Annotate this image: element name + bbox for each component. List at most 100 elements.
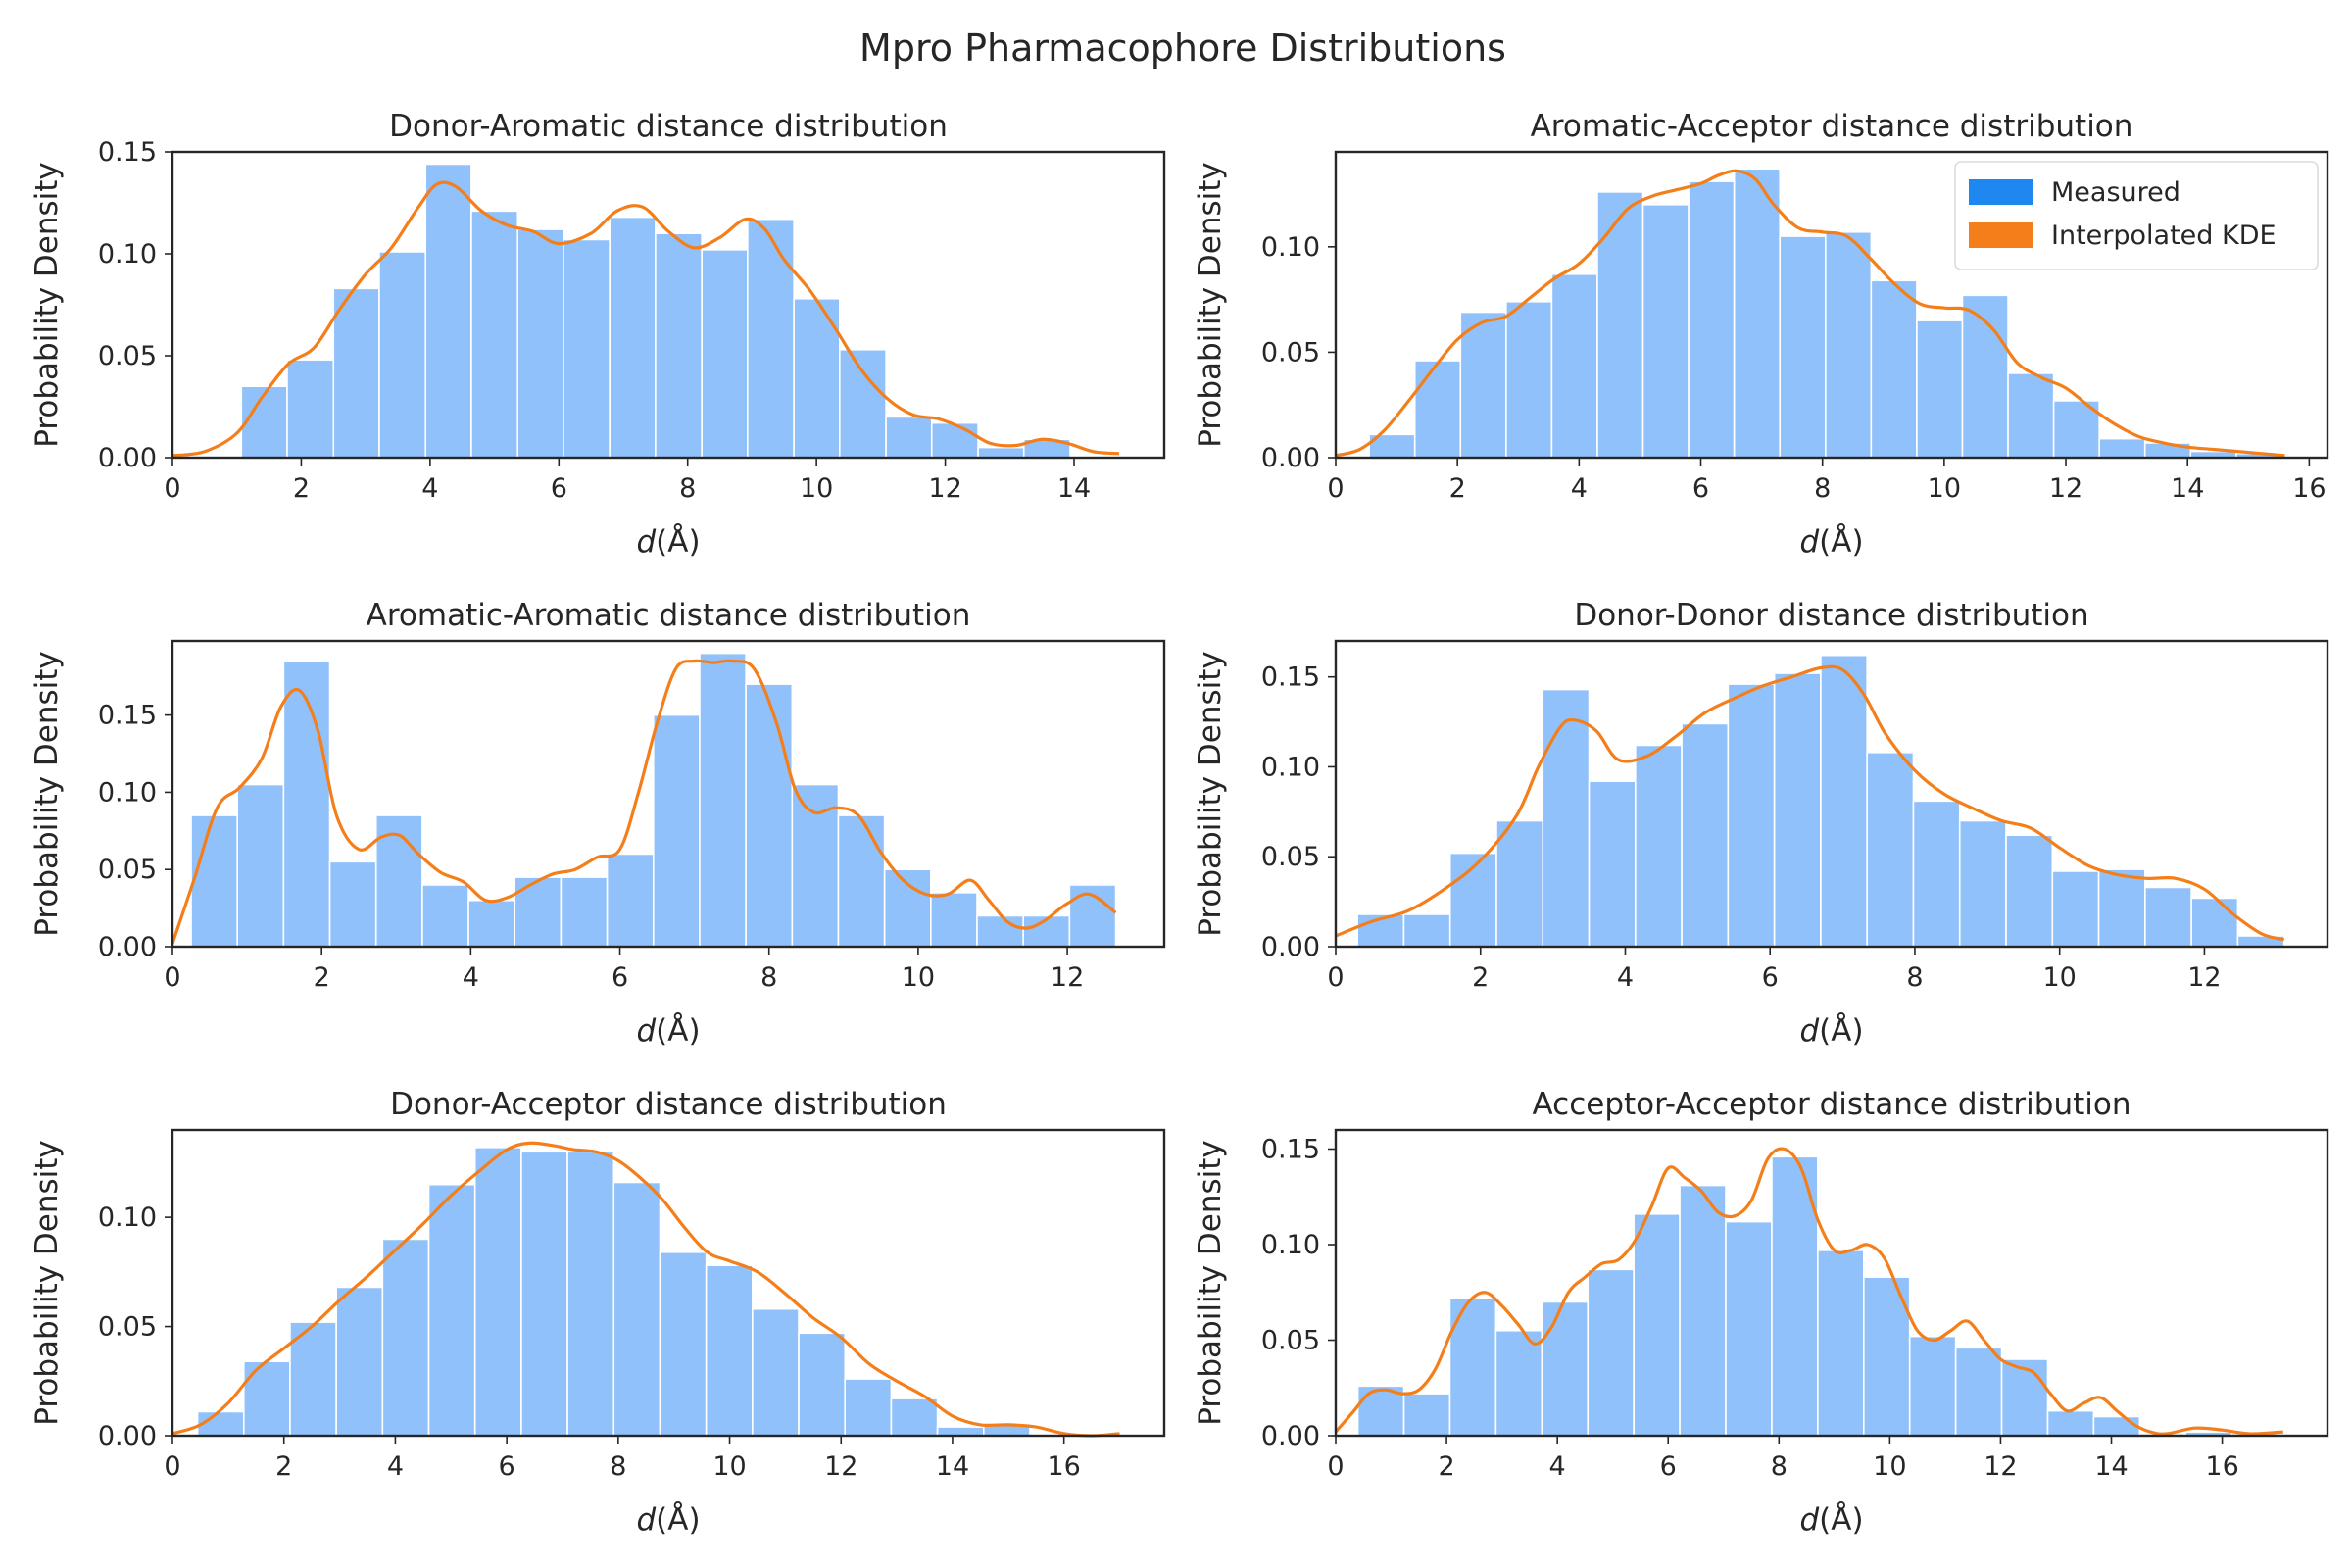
subplot-title: Donor-Aromatic distance distribution [389,109,948,144]
histogram-bar [745,683,794,948]
histogram-bar [699,652,747,948]
legend-swatch [1969,179,2034,205]
y-tick-label: 0.00 [1261,443,1320,473]
histogram-bar [1779,235,1827,459]
x-tick-label: 10 [800,473,833,504]
histogram-bar [1494,1329,1544,1437]
figure-title: Mpro Pharmacophore Distributions [859,26,1506,70]
histogram-bar [240,385,288,459]
x-tick-label: 0 [1327,1451,1344,1482]
legend-swatch [1969,222,2034,248]
x-axis-label: d(Å) [636,1502,700,1538]
x-tick-label: 8 [679,473,696,504]
histogram-bar [1733,168,1782,459]
legend-box [1954,161,2319,270]
x-tick-label: 0 [1327,962,1344,993]
x-tick-label: 0 [164,962,180,993]
histogram-bar [282,660,331,948]
y-tick-label: 0.05 [1261,337,1320,368]
x-tick-label: 0 [164,473,180,504]
x-tick-label: 4 [463,962,479,993]
subplot-title: Acceptor-Acceptor distance distribution [1533,1087,2132,1122]
subplot-title: Donor-Donor distance distribution [1574,598,2088,633]
subplot-3: 0 2 4 6 8 10 12 0.00 0.05 0.10 0.15 Aromatic-Aromat… [29,598,1166,1049]
histogram-bar [1870,279,1918,459]
y-tick-label: 0.05 [98,1312,157,1343]
subplot-title: Donor-Acceptor distance distribution [390,1087,947,1122]
y-tick-label: 0.05 [1261,1326,1320,1356]
x-tick-label: 14 [2094,1451,2128,1482]
x-axis-label: d(Å) [1799,1502,1863,1538]
histogram-bar [1459,311,1507,459]
histogram-bar [1954,1347,2003,1437]
histogram-bar [2144,886,2192,948]
histogram-bar [1679,1184,1727,1437]
histogram-bar [1588,780,1637,948]
x-axis-label: d(Å) [1799,1013,1863,1049]
x-tick-label: 12 [2187,962,2221,993]
y-tick-label: 0.15 [98,701,157,731]
histogram-bars [1368,168,2283,459]
x-tick-label: 0 [1327,473,1344,504]
y-axis-label: Probability Density [29,162,65,448]
subplot-5: 0 2 4 6 8 10 12 14 16 0.00 0.05 0.10 Donor-Acceptor … [29,1087,1166,1538]
histogram-bar [1681,722,1730,948]
histogram-bar [1587,1268,1635,1437]
plot-frame [171,150,1166,460]
x-tick-label: 2 [1449,473,1466,504]
histogram-bar [560,876,609,948]
histogram-bar [563,238,612,459]
histogram-bar [1773,672,1822,948]
histogram-bar [2007,372,2055,459]
y-tick-label: 0.15 [1261,1135,1320,1165]
x-tick-label: 6 [612,962,628,993]
histogram-bar [1541,1300,1590,1437]
histogram-bar [1402,1393,1451,1437]
x-tick-label: 4 [1549,1451,1566,1482]
y-tick-label: 0.10 [1261,232,1320,263]
y-tick-label: 0.00 [98,1421,157,1451]
histogram-bar [798,1332,847,1437]
histogram-bar [1916,319,1964,459]
histogram-bar [427,1183,476,1437]
y-tick-label: 0.05 [98,855,157,885]
histogram-bar [883,868,932,948]
histogram-bar [609,216,657,459]
histogram-bar [1727,683,1776,948]
histogram-bar [752,1307,800,1437]
histogram-bar [1866,751,1915,948]
histogram-bar [335,1286,384,1437]
y-tick-label: 0.15 [1261,662,1320,693]
histogram-bar [1725,1220,1773,1437]
histogram-bar [1550,272,1598,459]
x-tick-label: 2 [1438,1451,1454,1482]
subplot-2: 0 2 4 6 8 10 12 14 16 0.00 0.05 0.10 Aromatic-Accept… [1193,109,2329,560]
kde-line [172,180,1120,458]
histogram-bar [659,1251,708,1437]
y-axis-label: Probability Density [29,651,65,937]
histogram-bar [520,1151,568,1437]
x-tick-label: 2 [275,1451,292,1482]
histogram-bar [1958,819,2007,948]
histogram-bar [328,860,377,948]
y-tick-label: 0.00 [98,932,157,962]
histogram-bar [1642,203,1690,459]
plot-frame [1334,639,2329,949]
y-tick-label: 0.00 [98,443,157,473]
x-tick-label: 8 [1771,1451,1788,1482]
histogram-bar [2000,1358,2049,1437]
histogram-bar [930,892,978,948]
histogram-bar [289,1321,337,1437]
y-tick-label: 0.05 [1261,842,1320,872]
subplot-6: 0 2 4 6 8 10 12 14 16 0.00 0.05 0.10 0.15 Acceptor-Ac… [1193,1087,2329,1538]
histogram-bar [2051,870,2100,948]
subplot-4: 0 2 4 6 8 10 12 0.00 0.05 0.10 0.15 Donor-Donor dis… [1193,598,2329,1049]
plot-frame [1334,150,2329,460]
histogram-bar [1912,800,1961,948]
histogram-bar [652,713,701,948]
x-tick-label: 6 [551,473,567,504]
histogram-bar [1505,300,1553,459]
histogram-bars [196,1147,1031,1437]
y-tick-label: 0.10 [98,777,157,808]
